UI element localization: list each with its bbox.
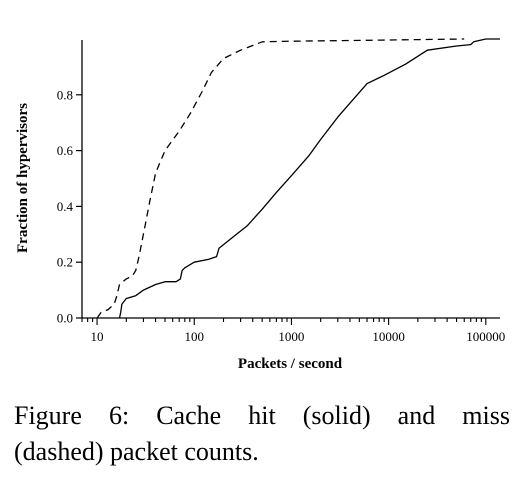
series-group [96, 38, 500, 319]
caption-line-1: Figure 6: Cache hit (solid) and miss [14, 398, 510, 434]
caption-word: hit [248, 401, 276, 430]
y-axis-title: Fraction of hypervisors [15, 103, 31, 253]
hit-solid-line [118, 38, 500, 319]
caption-word: Cache [156, 401, 222, 430]
y-tick-label: 0.0 [57, 311, 73, 326]
x-tick-label: 100000 [466, 329, 505, 344]
y-tick-label: 0.8 [57, 87, 73, 102]
x-tick-label: 1000 [278, 329, 304, 344]
axes [81, 40, 500, 319]
x-tick-label: 100 [184, 329, 204, 344]
y-tick-label: 0.2 [57, 255, 73, 270]
x-tick-label: 10 [91, 329, 104, 344]
caption-word: Figure [14, 401, 82, 430]
caption-word: 6: [108, 401, 130, 430]
caption-line-2: (dashed) packet counts. [14, 437, 259, 466]
x-tick-label: 10000 [372, 329, 405, 344]
figure-caption: Figure 6: Cache hit (solid) and miss (da… [14, 398, 510, 470]
caption-word: (solid) [302, 401, 371, 430]
caption-word: miss [462, 401, 510, 430]
x-ticks: 10 100 1000 10000 100000 [81, 318, 505, 344]
miss-dashed-line [96, 38, 465, 319]
cdf-chart: 0.0 0.2 0.4 0.6 0.8 10 100 1000 10000 100000 Pac… [15, 38, 505, 372]
y-tick-label: 0.4 [57, 199, 74, 214]
y-tick-label: 0.6 [57, 143, 74, 158]
x-axis-title: Packets / second [238, 356, 343, 372]
caption-word: and [397, 401, 436, 430]
y-ticks: 0.0 0.2 0.4 0.6 0.8 [57, 87, 82, 326]
